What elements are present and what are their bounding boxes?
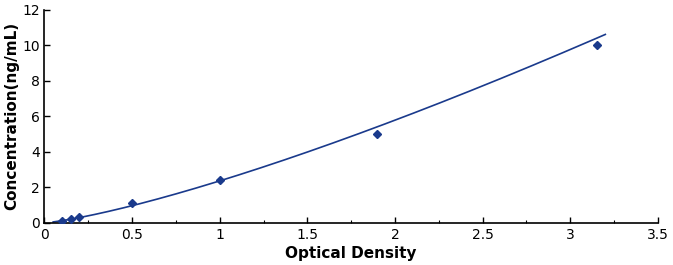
X-axis label: Optical Density: Optical Density <box>285 246 417 261</box>
Y-axis label: Concentration(ng/mL): Concentration(ng/mL) <box>4 22 19 210</box>
